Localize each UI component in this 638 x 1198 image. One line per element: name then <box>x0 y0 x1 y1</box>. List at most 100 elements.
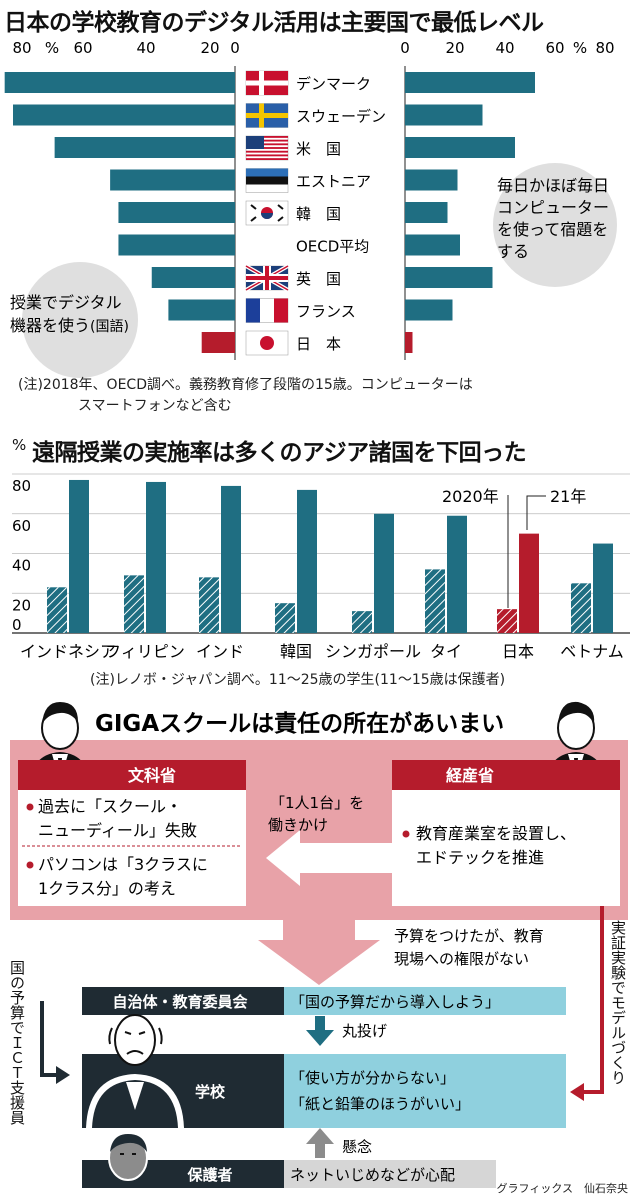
right-tick-label: 40 <box>495 39 514 57</box>
category-label: OECD平均 <box>296 238 369 256</box>
right-callout-circle <box>493 163 617 287</box>
left-bar <box>110 169 235 191</box>
chart2-title-area: % 遠隔授業の実施率は多くのアジア諸国を下回った <box>0 430 638 470</box>
right-bar <box>405 332 413 353</box>
kenen-arrow <box>306 1128 334 1158</box>
right-tick-label: % <box>573 39 587 57</box>
keisansho-header <box>392 760 620 790</box>
right-tick-label: 80 <box>595 39 614 57</box>
icht-arrow <box>40 1001 60 1077</box>
left-tick-label: 40 <box>136 39 155 57</box>
keisansho-item1-line1: 教育産業室を設置し、 <box>416 824 576 843</box>
left-bar <box>168 299 235 321</box>
bar-2021 <box>146 481 166 633</box>
flag-icon <box>245 330 289 356</box>
y-tick-label: 80 <box>12 477 31 495</box>
keisansho-body <box>392 790 620 906</box>
bar-2021 <box>519 533 539 633</box>
category-label: 日本 <box>502 642 534 661</box>
diagram-svg: GIGAスクールは責任の所在があいまい 文科省 過去に「スクール・ ニューディー… <box>10 701 628 1188</box>
gakko-quote-box <box>284 1054 566 1128</box>
flag-icon <box>245 135 289 161</box>
bar-2021 <box>221 485 241 633</box>
left-tick-label: 20 <box>200 39 219 57</box>
y-tick-label: 0 <box>12 616 22 634</box>
marunage-arrow <box>306 1016 334 1046</box>
left-bar <box>4 72 235 93</box>
left-callout-line2: 機器を使う(国語) <box>10 316 129 335</box>
left-tick-label: 80 <box>12 39 31 57</box>
legend-21-leader <box>526 495 546 530</box>
hataraki-line2: 働きかけ <box>268 816 328 834</box>
category-label: フィリピン <box>105 642 185 661</box>
category-band <box>240 231 402 259</box>
bar-2020-hatch <box>47 587 67 633</box>
category-label: 韓 国 <box>296 205 341 223</box>
flag-icon <box>245 168 289 193</box>
left-vertical-text: 国の予算でＩＣＴ支援員 <box>8 960 26 1125</box>
big-down-arrow <box>258 918 380 985</box>
category-label: フランス <box>296 303 356 321</box>
kenen-label: 懸念 <box>342 1138 372 1156</box>
left-bar <box>118 202 235 223</box>
legend-2020: 2020年 <box>442 487 499 506</box>
hataraki-arrow <box>266 830 392 886</box>
marunage-label: 丸投げ <box>342 1022 387 1040</box>
chart2-title: 遠隔授業の実施率は多くのアジア諸国を下回った <box>32 440 527 466</box>
teacher-icon <box>86 1014 184 1128</box>
gakko-label: 学校 <box>195 1083 226 1101</box>
left-bar <box>151 267 235 288</box>
bar-2021 <box>297 489 317 633</box>
bar-2021 <box>593 543 613 633</box>
right-bar <box>405 72 535 93</box>
jichitai-label-box <box>82 987 284 1015</box>
diagram-title: GIGAスクールは責任の所在があいまい <box>95 710 504 737</box>
category-label: スウェーデン <box>296 108 386 126</box>
category-label: ベトナム <box>560 642 624 661</box>
y-tick-label: 20 <box>12 596 31 614</box>
credit: グラフィックス 仙石奈央 <box>496 1182 628 1195</box>
hogosha-quote: ネットいじめなどが心配 <box>290 1166 455 1184</box>
flag-icon <box>245 264 289 292</box>
jichitai-quote: 「国の予算だから導入しよう」 <box>290 993 500 1011</box>
chart1-note-line2: スマートフォンなど含む <box>78 398 232 414</box>
monkasho-header-label: 文科省 <box>128 766 176 785</box>
left-tick-label: 60 <box>73 39 92 57</box>
parent-icon <box>108 1134 148 1181</box>
right-tick-label: 60 <box>545 39 564 57</box>
left-bar <box>13 104 235 126</box>
right-vertical-text: 実証実験でモデルづくり <box>609 920 627 1085</box>
bar-2020-hatch <box>497 609 517 633</box>
legend-21: 21年 <box>550 487 586 506</box>
category-label: エストニア <box>296 173 371 191</box>
bar-2020-hatch <box>124 575 144 633</box>
bar-2020-hatch <box>425 569 445 633</box>
jissho-arrow <box>580 906 604 1094</box>
right-bar <box>405 137 515 158</box>
bar-2021 <box>69 479 89 633</box>
right-bar <box>405 169 458 191</box>
bar-2020-hatch <box>352 611 372 633</box>
monkasho-header <box>18 760 246 790</box>
jichitai-label: 自治体・教育委員会 <box>112 993 247 1011</box>
hataraki-line1: 「1人1台」を <box>270 794 364 812</box>
category-label: 英 国 <box>296 270 341 288</box>
left-tick-label: 0 <box>230 39 240 57</box>
keisansho-item1-line2: エドテックを推進 <box>416 848 544 867</box>
right-bar <box>405 234 460 256</box>
bar-2020-hatch <box>571 583 591 633</box>
right-tick-label: 20 <box>445 39 464 57</box>
jichitai-quote-box <box>284 987 566 1015</box>
bar-2020-hatch <box>275 603 295 633</box>
category-label: インド <box>196 642 244 661</box>
yosan-line1: 予算をつけたが、教育 <box>394 927 544 945</box>
right-tick-label: 0 <box>400 39 410 57</box>
chart1-note-line1: (注)2018年、OECD調べ。義務教育修了段階の15歳。コンピューターは <box>18 376 473 393</box>
right-bar <box>405 202 448 223</box>
monkasho-body <box>18 790 246 906</box>
flag-icon <box>245 70 289 96</box>
left-tick-label: % <box>45 39 59 57</box>
left-callout-circle <box>22 262 138 378</box>
chart1-title: 日本の学校教育のデジタル活用は主要国で最低レベル <box>4 10 544 36</box>
